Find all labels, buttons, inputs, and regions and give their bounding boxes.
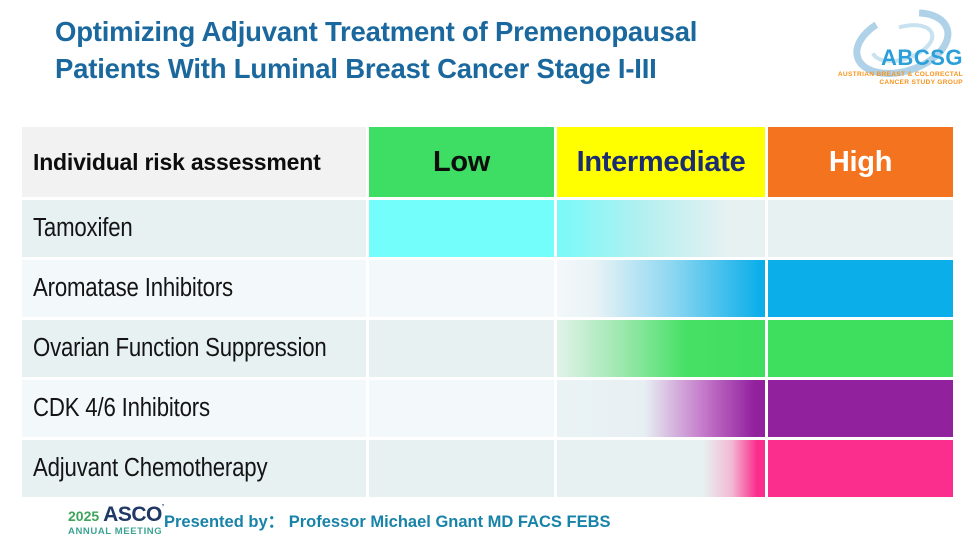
- risk-assessment-table: Individual risk assessment Low Intermedi…: [22, 127, 953, 497]
- asco-name: ASCO’: [103, 503, 164, 526]
- treatment-label: Aromatase Inhibitors: [22, 260, 366, 317]
- treatment-label: Ovarian Function Suppression: [22, 320, 366, 377]
- presented-by-label: Presented by：: [164, 513, 285, 531]
- slide-title-line1: Optimizing Adjuvant Treatment of Premeno…: [55, 16, 698, 47]
- band-cell-high: [768, 260, 953, 317]
- band-cell-low: [369, 320, 554, 377]
- treatment-label: Tamoxifen: [22, 200, 366, 257]
- treatment-label: Adjuvant Chemotherapy: [22, 440, 366, 497]
- abcsg-subtitle-2: CANCER STUDY GROUP: [879, 79, 963, 86]
- band-cell-intermediate: [557, 380, 765, 437]
- band-cell-intermediate: [557, 440, 765, 497]
- table-row: CDK 4/6 Inhibitors: [22, 380, 953, 437]
- band-cell-low: [369, 200, 554, 257]
- band-cell-low: [369, 380, 554, 437]
- abcsg-swirl-icon: [853, 9, 952, 77]
- presented-by: Presented by： Professor Michael Gnant MD…: [164, 508, 611, 532]
- band-cell-intermediate: [557, 260, 765, 317]
- band-cell-high: [768, 440, 953, 497]
- table-header-label: Individual risk assessment: [22, 127, 366, 197]
- band-cell-high: [768, 380, 953, 437]
- table-row: Tamoxifen: [22, 200, 953, 257]
- band-cell-low: [369, 260, 554, 317]
- table-row: Aromatase Inhibitors: [22, 260, 953, 317]
- table-rows: Tamoxifen Aromatase Inhibitors Ovarian Fun…: [22, 200, 953, 497]
- table-header-row: Individual risk assessment Low Intermedi…: [22, 127, 953, 197]
- band-cell-high: [768, 320, 953, 377]
- band-cell-high: [768, 200, 953, 257]
- slide-title: Optimizing Adjuvant Treatment of Premeno…: [55, 14, 825, 87]
- header-cell-intermediate: Intermediate: [557, 127, 765, 197]
- asco-meeting: ANNUAL MEETING: [68, 526, 163, 537]
- band-cell-intermediate: [557, 200, 765, 257]
- band-cell-intermediate: [557, 320, 765, 377]
- header-cell-low: Low: [369, 127, 554, 197]
- table-row: Ovarian Function Suppression: [22, 320, 953, 377]
- presenter-name: Professor Michael Gnant MD FACS FEBS: [288, 513, 611, 531]
- abcsg-logo: ABCSG AUSTRIAN BREAST & COLORECTAL CANCE…: [838, 5, 965, 95]
- slide-title-line2: Patients With Luminal Breast Cancer Stag…: [55, 52, 657, 84]
- table-row: Adjuvant Chemotherapy: [22, 440, 953, 497]
- header-cell-high: High: [768, 127, 953, 197]
- abcsg-name: ABCSG: [881, 45, 963, 70]
- abcsg-subtitle-1: AUSTRIAN BREAST & COLORECTAL: [837, 71, 963, 78]
- asco-logo: 2025 ASCO’ ANNUAL MEETING: [68, 503, 188, 537]
- treatment-label: CDK 4/6 Inhibitors: [22, 380, 366, 437]
- band-cell-low: [369, 440, 554, 497]
- asco-year: 2025: [68, 508, 100, 524]
